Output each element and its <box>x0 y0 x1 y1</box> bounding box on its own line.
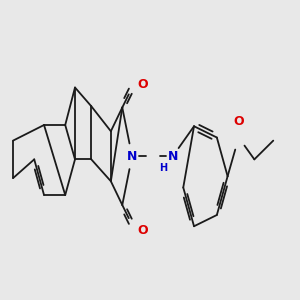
Text: O: O <box>138 224 148 236</box>
Text: O: O <box>233 115 244 128</box>
Text: H: H <box>159 163 167 172</box>
Text: N: N <box>168 150 178 163</box>
Text: O: O <box>138 78 148 91</box>
Text: N: N <box>127 150 137 163</box>
